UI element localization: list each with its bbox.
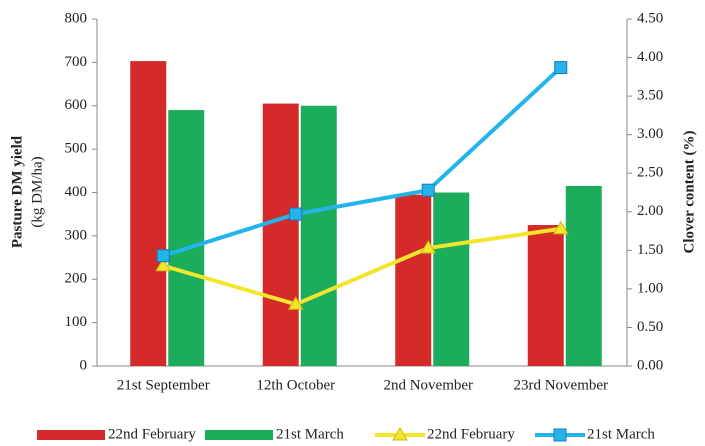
legend-label: 21st March <box>276 426 344 442</box>
legend-marker <box>392 427 408 441</box>
y-axis-label: Pasture DM yield <box>9 135 25 248</box>
legend-marker <box>553 428 567 442</box>
line <box>162 226 562 307</box>
x-tick-label: 12th October <box>256 377 335 393</box>
bar <box>130 61 167 366</box>
legend-label: 22nd February <box>427 426 515 442</box>
point <box>421 183 435 197</box>
y2-tick-label: 1.50 <box>637 242 663 258</box>
bar <box>527 225 564 366</box>
legend-swatch <box>37 430 105 440</box>
y-tick-label: 600 <box>65 97 88 113</box>
y-tick-label: 800 <box>65 10 88 26</box>
y2-tick-label: 1.00 <box>637 280 663 296</box>
line <box>162 66 563 258</box>
x-tick-label: 2nd November <box>383 377 473 393</box>
y-tick-label: 500 <box>65 141 88 157</box>
x-tick-label: 21st September <box>117 377 210 393</box>
y2-tick-label: 3.50 <box>637 88 663 104</box>
legend-swatch <box>205 430 273 440</box>
point <box>554 61 568 75</box>
point <box>287 296 304 310</box>
y2-tick-label: 4.50 <box>637 10 663 26</box>
y-tick-label: 100 <box>65 314 88 330</box>
point <box>552 220 569 235</box>
x-tick-label: 23rd November <box>513 377 608 393</box>
y2-tick-label: 0.00 <box>637 357 663 373</box>
y2-tick-label: 3.00 <box>637 126 663 142</box>
y-axis-units: (kg DM/ha) <box>29 156 45 227</box>
bar <box>433 192 470 366</box>
bar <box>300 105 337 366</box>
y-tick-label: 200 <box>65 271 88 287</box>
bar <box>395 194 432 366</box>
y2-axis-label: Clover content (%) <box>681 130 697 253</box>
y2-tick-label: 2.00 <box>637 203 663 219</box>
bar <box>262 103 299 367</box>
bar <box>565 185 602 366</box>
y2-tick-label: 0.50 <box>637 319 663 335</box>
point <box>289 207 303 221</box>
y-tick-label: 300 <box>65 227 88 243</box>
point <box>420 240 437 254</box>
y-tick-label: 0 <box>80 357 88 373</box>
legend-label: 22nd February <box>108 426 196 442</box>
y2-tick-label: 2.50 <box>637 165 663 181</box>
y-tick-label: 700 <box>65 54 88 70</box>
y-tick-label: 400 <box>65 184 88 200</box>
y2-tick-label: 4.00 <box>637 49 663 65</box>
point <box>155 257 172 272</box>
bar <box>168 110 205 367</box>
legend-label: 21st March <box>587 426 655 442</box>
point <box>156 249 170 263</box>
